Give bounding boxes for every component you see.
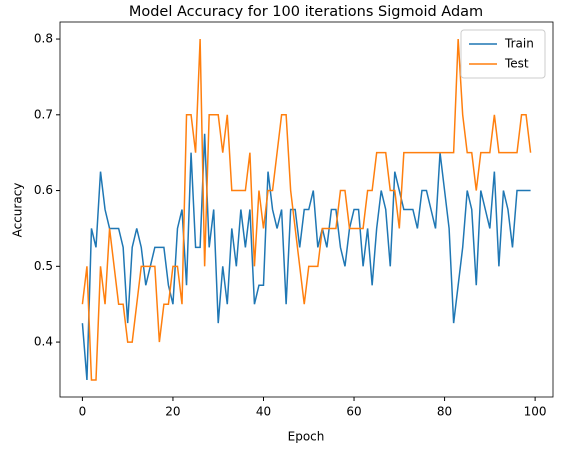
chart-title: Model Accuracy for 100 iterations Sigmoi… bbox=[129, 4, 483, 20]
y-axis-label: Accuracy bbox=[11, 183, 25, 238]
x-tick-label: 80 bbox=[437, 405, 452, 419]
y-tick-label: 0.8 bbox=[34, 32, 53, 46]
line bbox=[81, 133, 531, 381]
x-tick-label: 100 bbox=[524, 405, 547, 419]
x-tick-label: 20 bbox=[165, 405, 180, 419]
legend-label: Train bbox=[504, 37, 534, 51]
y-tick-label: 0.6 bbox=[34, 183, 53, 197]
x-tick-label: 40 bbox=[256, 405, 271, 419]
x-axis-label: Epoch bbox=[288, 430, 325, 444]
y-tick-label: 0.7 bbox=[34, 107, 53, 121]
y-tick-label: 0.4 bbox=[34, 335, 53, 349]
legend-label: Test bbox=[504, 57, 529, 71]
x-tick-label: 0 bbox=[79, 405, 87, 419]
legend-box bbox=[460, 29, 546, 79]
legend: Train Test bbox=[460, 29, 546, 79]
line bbox=[81, 39, 532, 381]
y-tick-label: 0.5 bbox=[34, 259, 53, 273]
x-tick-label: 60 bbox=[346, 405, 361, 419]
plot-frame bbox=[59, 21, 554, 398]
